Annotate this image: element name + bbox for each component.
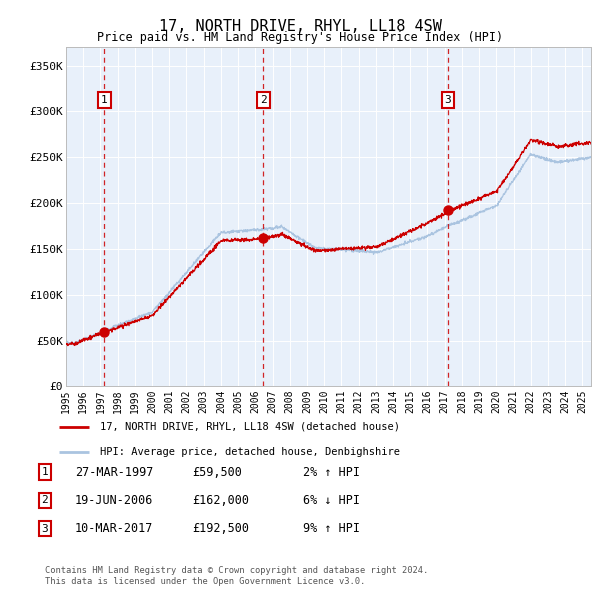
- Text: 3: 3: [445, 95, 451, 105]
- Text: 9% ↑ HPI: 9% ↑ HPI: [303, 522, 360, 535]
- Text: £59,500: £59,500: [192, 466, 242, 478]
- Text: £192,500: £192,500: [192, 522, 249, 535]
- Text: 2: 2: [41, 496, 49, 505]
- Text: 19-JUN-2006: 19-JUN-2006: [75, 494, 154, 507]
- Text: 1: 1: [41, 467, 49, 477]
- Text: 1: 1: [101, 95, 108, 105]
- Text: 17, NORTH DRIVE, RHYL, LL18 4SW: 17, NORTH DRIVE, RHYL, LL18 4SW: [158, 19, 442, 34]
- Text: 17, NORTH DRIVE, RHYL, LL18 4SW (detached house): 17, NORTH DRIVE, RHYL, LL18 4SW (detache…: [100, 421, 400, 431]
- Text: Contains HM Land Registry data © Crown copyright and database right 2024.
This d: Contains HM Land Registry data © Crown c…: [45, 566, 428, 586]
- Text: 10-MAR-2017: 10-MAR-2017: [75, 522, 154, 535]
- Text: 2: 2: [260, 95, 267, 105]
- Text: 27-MAR-1997: 27-MAR-1997: [75, 466, 154, 478]
- Text: 3: 3: [41, 524, 49, 533]
- Text: £162,000: £162,000: [192, 494, 249, 507]
- Text: HPI: Average price, detached house, Denbighshire: HPI: Average price, detached house, Denb…: [100, 447, 400, 457]
- Text: 2% ↑ HPI: 2% ↑ HPI: [303, 466, 360, 478]
- Text: 6% ↓ HPI: 6% ↓ HPI: [303, 494, 360, 507]
- Text: Price paid vs. HM Land Registry's House Price Index (HPI): Price paid vs. HM Land Registry's House …: [97, 31, 503, 44]
